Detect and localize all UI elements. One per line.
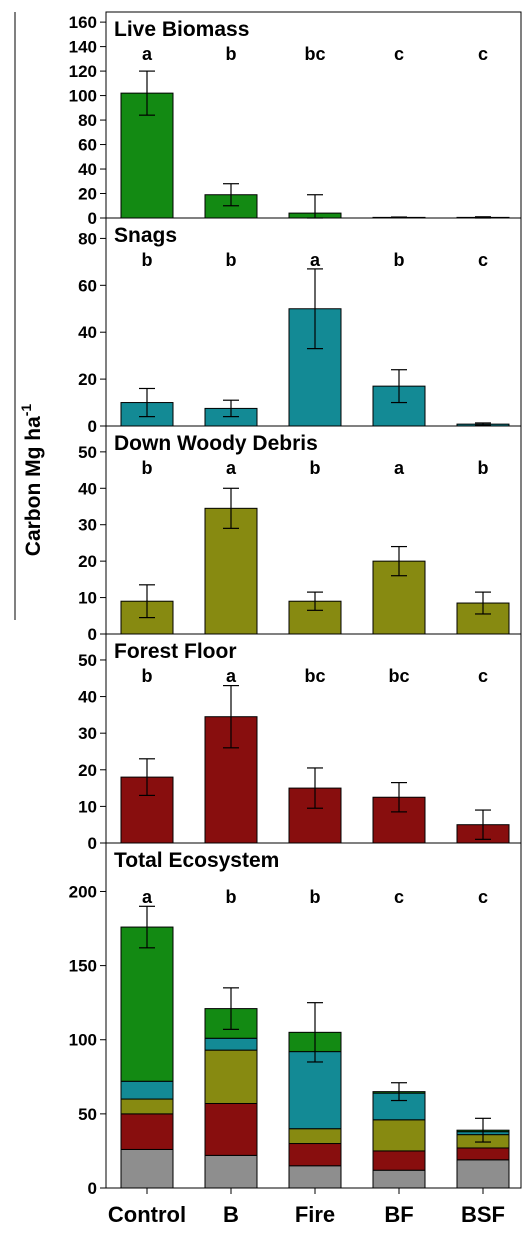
panel-title: Down Woody Debris (114, 432, 318, 455)
panel-2: 0 10 20 30 40 50 Down Woody Debris b a b a b (78, 425, 522, 644)
significance-letter: bc (304, 666, 325, 686)
panel-0: 0 20 40 60 80 100 120 140 160 Live Biomass a b bc c c (69, 11, 522, 228)
significance-letter: c (394, 44, 404, 64)
bar-segment (120, 926, 174, 1082)
x-category-label: B (223, 1202, 239, 1227)
y-tick-label: 10 (78, 589, 97, 608)
x-category-label: BF (384, 1202, 413, 1227)
significance-letter: b (310, 458, 321, 478)
bar-segment (372, 1150, 426, 1171)
panel-4: 0 50 100 150 200 Total Ecosystem a b b c c (69, 842, 522, 1198)
panel-1: 0 20 40 60 80 Snags b b a b c (78, 217, 522, 436)
bar-segment (456, 1147, 510, 1161)
y-tick-label: 0 (88, 417, 97, 436)
significance-letter: b (310, 887, 321, 907)
bar-segment (204, 1037, 258, 1051)
y-tick-label: 80 (78, 229, 97, 248)
y-tick-label: 0 (88, 625, 97, 644)
y-tick-label: 0 (88, 834, 97, 853)
significance-letter: bc (304, 44, 325, 64)
significance-letter: b (142, 458, 153, 478)
category-labels: Control B Fire BF BSF (108, 1202, 505, 1227)
panel-title: Live Biomass (114, 18, 249, 41)
bar-segment (120, 1098, 174, 1115)
y-tick-label: 50 (78, 443, 97, 462)
panel-3: 0 10 20 30 40 50 Forest Floor b a bc bc c (78, 633, 522, 853)
bar-segment (204, 1154, 258, 1189)
significance-letter: c (394, 887, 404, 907)
y-tick-label: 120 (69, 62, 97, 81)
significance-letter: b (226, 887, 237, 907)
significance-letter: a (394, 458, 405, 478)
panel-title: Forest Floor (114, 640, 237, 663)
bar-segment (288, 1165, 342, 1189)
significance-letter: a (310, 250, 321, 270)
bar-segment (120, 1148, 174, 1189)
significance-letter: c (478, 887, 488, 907)
panel-title: Snags (114, 224, 177, 247)
y-tick-label: 0 (88, 209, 97, 228)
y-axis-title-main: Carbon Mg ha (22, 416, 45, 556)
y-tick-label: 20 (78, 761, 97, 780)
significance-letter: b (142, 666, 153, 686)
bar-segment (456, 1159, 510, 1189)
y-tick-label: 100 (69, 87, 97, 106)
bar-segment (204, 1102, 258, 1156)
y-tick-label: 30 (78, 516, 97, 535)
y-tick-label: 50 (78, 1105, 97, 1124)
bar-segment (120, 1113, 174, 1150)
significance-letter: c (478, 44, 488, 64)
x-category-label: Control (108, 1202, 186, 1227)
y-tick-label: 40 (78, 688, 97, 707)
bar (204, 507, 258, 635)
significance-letter: bc (388, 666, 409, 686)
x-category-label: Fire (295, 1202, 335, 1227)
y-tick-label: 40 (78, 323, 97, 342)
y-tick-label: 100 (69, 1031, 97, 1050)
significance-letter: b (394, 250, 405, 270)
significance-letter: a (226, 666, 237, 686)
panel-title: Total Ecosystem (114, 849, 279, 872)
y-tick-label: 20 (78, 185, 97, 204)
bar-segment (204, 1049, 258, 1104)
y-tick-label: 140 (69, 38, 97, 57)
bar-segment (288, 1128, 342, 1145)
y-tick-label: 40 (78, 479, 97, 498)
y-tick-label: 60 (78, 276, 97, 295)
significance-letter: a (142, 44, 153, 64)
significance-letter: c (478, 666, 488, 686)
significance-letter: b (478, 458, 489, 478)
x-category-label: BSF (461, 1202, 505, 1227)
significance-letter: b (226, 44, 237, 64)
significance-letter: a (142, 887, 153, 907)
y-tick-label: 80 (78, 111, 97, 130)
y-tick-label: 40 (78, 160, 97, 179)
significance-letter: c (478, 250, 488, 270)
bar-segment (120, 1080, 174, 1100)
y-tick-label: 150 (69, 957, 97, 976)
y-tick-label: 50 (78, 651, 97, 670)
significance-letter: a (226, 458, 237, 478)
y-axis-title: Carbon Mg ha-1 (18, 404, 45, 557)
y-tick-label: 0 (88, 1179, 97, 1198)
y-tick-label: 30 (78, 724, 97, 743)
bar-segment (372, 1169, 426, 1189)
bar-segment (288, 1143, 342, 1167)
significance-letter: b (142, 250, 153, 270)
y-axis-title-sup: -1 (18, 404, 34, 417)
y-tick-label: 200 (69, 882, 97, 901)
y-tick-label: 20 (78, 552, 97, 571)
y-tick-label: 10 (78, 797, 97, 816)
y-tick-label: 160 (69, 13, 97, 32)
bar-segment (372, 1119, 426, 1152)
y-tick-label: 60 (78, 136, 97, 155)
y-tick-label: 20 (78, 370, 97, 389)
significance-letter: b (226, 250, 237, 270)
bar-segment (288, 1051, 342, 1130)
